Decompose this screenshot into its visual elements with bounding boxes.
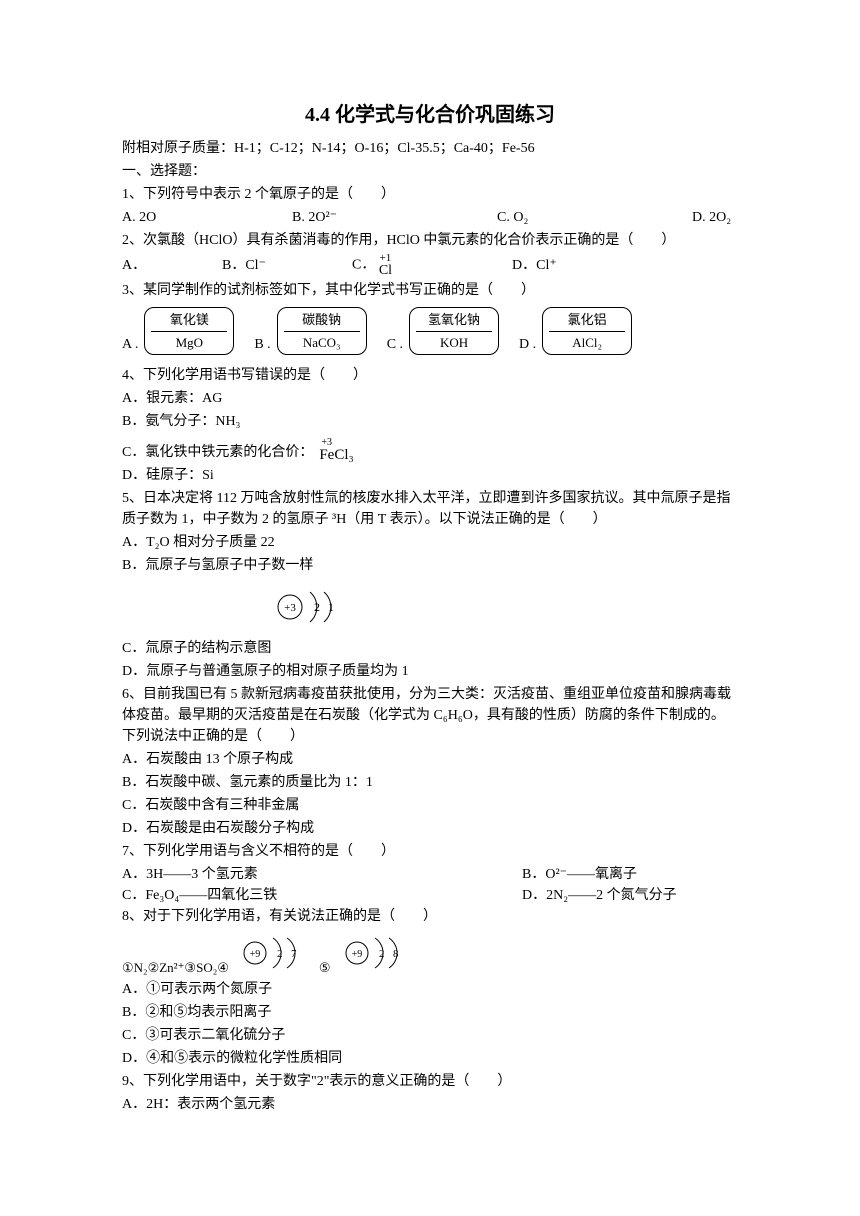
q2-opt-b: B．Cl⁻ xyxy=(222,255,352,276)
svg-text:8: 8 xyxy=(393,948,399,960)
label-box: 碳酸钠 NaCO₃ xyxy=(277,307,367,355)
q7-opt-d: D．2N₂——2 个氮气分子 xyxy=(522,885,677,906)
label-box: 氧化镁 MgO xyxy=(144,307,234,355)
q4-opt-d: D．硅原子：Si xyxy=(122,465,738,486)
svg-text:+9: +9 xyxy=(351,949,362,960)
q2-text: 2、次氯酸（HClO）具有杀菌消毒的作用，HClO 中氯元素的化合价表示正确的是… xyxy=(122,230,738,251)
label-box: 氢氧化钠 KOH xyxy=(409,307,499,355)
q5-opt-b: B．氚原子与氢原子中子数一样 xyxy=(122,555,738,576)
svg-text:+3: +3 xyxy=(284,602,296,614)
q4-opt-a: A．银元素：AG xyxy=(122,388,738,409)
q1-opt-b: B. 2O²⁻ xyxy=(292,207,497,228)
q9-opt-a: A．2H：表示两个氢元素 xyxy=(122,1094,738,1115)
q8-opt-d: D．④和⑤表示的微粒化学性质相同 xyxy=(122,1048,738,1069)
q6-opt-d: D．石炭酸是由石炭酸分子构成 xyxy=(122,818,738,839)
section-heading: 一、选择题： xyxy=(122,161,738,182)
q1-options: A. 2O B. 2O²⁻ C. O₂ D. 2O₂ xyxy=(122,207,738,228)
q9-text: 9、下列化学用语中，关于数字"2"表示的意义正确的是（ ） xyxy=(122,1071,738,1092)
q8-opt-c: C．③可表示二氧化硫分子 xyxy=(122,1025,738,1046)
q6-opt-b: B．石炭酸中碳、氢元素的质量比为 1：1 xyxy=(122,772,738,793)
atom-diagram-icon: +3 2 1 xyxy=(272,582,342,632)
q3-opt-a: A . 氧化镁 MgO xyxy=(122,307,234,355)
q8-opt-b: B．②和⑤均表示阳离子 xyxy=(122,1002,738,1023)
q3-opt-c: C . 氢氧化钠 KOH xyxy=(387,307,499,355)
svg-text:2: 2 xyxy=(314,600,320,614)
q6-opt-c: C．石炭酸中含有三种非金属 xyxy=(122,795,738,816)
atom-diagram-icon: +9 2 8 xyxy=(341,929,411,977)
q6-opt-a: A．石炭酸由 13 个原子构成 xyxy=(122,749,738,770)
q2-opt-d: D．Cl⁺ xyxy=(512,255,557,276)
q7-row2: C．Fe₃O₄——四氧化三铁 D．2N₂——2 个氮气分子 xyxy=(122,885,738,906)
q4-text: 4、下列化学用语书写错误的是（ ） xyxy=(122,365,738,386)
q3-opt-b: B . 碳酸钠 NaCO₃ xyxy=(254,307,366,355)
svg-text:2: 2 xyxy=(277,948,283,960)
label-box: 氯化铝 AlCl₂ xyxy=(542,307,632,355)
q1-opt-a: A. 2O xyxy=(122,207,292,228)
q5-opt-d: D．氚原子与普通氢原子的相对原子质量均为 1 xyxy=(122,661,738,682)
q4-opt-b: B．氨气分子：NH₃ xyxy=(122,411,738,432)
q4-opt-c: C．氯化铁中铁元素的化合价： +3 FeCl₃ xyxy=(122,438,738,463)
q5-opt-c: C．氚原子的结构示意图 xyxy=(122,638,738,659)
q3-opt-d: D . 氯化铝 AlCl₂ xyxy=(519,307,632,355)
q7-opt-b: B．O²⁻——氧离子 xyxy=(522,864,637,885)
page-title: 4.4 化学式与化合价巩固练习 xyxy=(122,100,738,130)
q7-text: 7、下列化学用语与含义不相符的是（ ） xyxy=(122,841,738,862)
q8-opt-a: A．①可表示两个氮原子 xyxy=(122,979,738,1000)
q2-options: A． B．Cl⁻ C． +1 Cl D．Cl⁺ xyxy=(122,253,738,278)
q1-text: 1、下列符号中表示 2 个氧原子的是（ ） xyxy=(122,184,738,205)
q6-text: 6、目前我国已有 5 款新冠病毒疫苗获批使用，分为三大类：灭活疫苗、重组亚单位疫… xyxy=(122,684,738,747)
q5-opt-a: A．T₂O 相对分子质量 22 xyxy=(122,532,738,553)
q5-text: 5、日本决定将 112 万吨含放射性氚的核废水排入太平洋，立即遭到许多国家抗议。… xyxy=(122,488,738,530)
q8-text: 8、对于下列化学用语，有关说法正确的是（ ） xyxy=(122,906,738,927)
q7-row1: A．3H——3 个氢元素 B．O²⁻——氧离子 xyxy=(122,864,738,885)
atomic-mass-ref: 附相对原子质量：H-1；C-12；N-14；O-16；Cl-35.5；Ca-40… xyxy=(122,138,738,159)
svg-text:7: 7 xyxy=(291,948,297,960)
q7-opt-c: C．Fe₃O₄——四氧化三铁 xyxy=(122,885,522,906)
q2-opt-a: A． xyxy=(122,255,222,276)
svg-text:1: 1 xyxy=(328,600,334,614)
q8-items: ①N₂②Zn²⁺③SO₂④ +9 2 7 ⑤ +9 2 8 xyxy=(122,929,738,977)
atom-diagram-icon: +9 2 7 xyxy=(239,929,309,977)
q1-opt-c: C. O₂ xyxy=(497,207,692,228)
q1-opt-d: D. 2O₂ xyxy=(692,207,731,228)
q7-opt-a: A．3H——3 个氢元素 xyxy=(122,864,522,885)
q3-text: 3、某同学制作的试剂标签如下，其中化学式书写正确的是（ ） xyxy=(122,280,738,301)
svg-text:+9: +9 xyxy=(250,949,261,960)
q3-options: A . 氧化镁 MgO B . 碳酸钠 NaCO₃ C . 氢氧化钠 KOH D… xyxy=(122,307,738,355)
q2-opt-c: C． +1 Cl xyxy=(352,253,512,278)
svg-text:2: 2 xyxy=(379,948,385,960)
